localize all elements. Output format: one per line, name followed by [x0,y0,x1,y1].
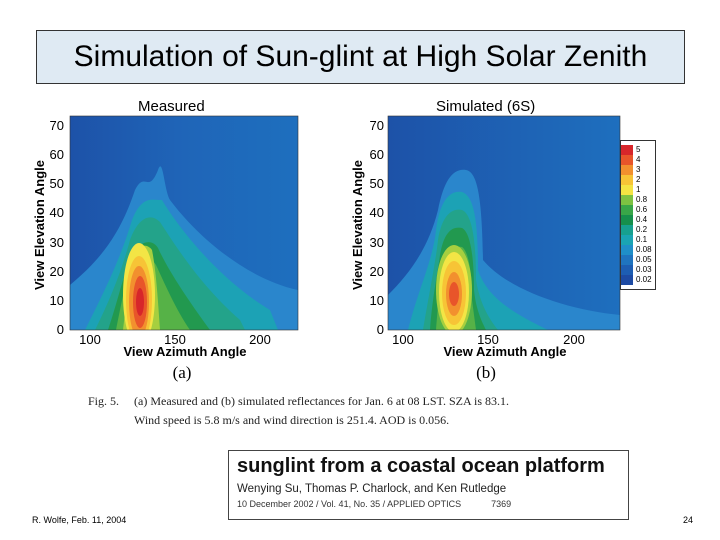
reference-publication: 10 December 2002 / Vol. 41, No. 35 / APP… [237,499,620,509]
y-tick-label: 70 [370,118,384,133]
colorbar-entry: 5 [621,145,655,155]
colorbar-entry: 0.6 [621,205,655,215]
panel-b-label: Simulated (6S) [436,98,536,115]
caption-line-2: Wind speed is 5.8 m/s and wind direction… [134,413,450,427]
reference-authors: Wenying Su, Thomas P. Charlock, and Ken … [237,483,507,495]
colorbar-swatch [621,175,633,185]
y-axis-title: View Elevation Angle [32,160,47,290]
y-tick-label: 40 [50,205,64,220]
colorbar-value: 0.6 [636,205,648,214]
colorbar-entry: 0.05 [621,255,655,265]
colorbar-entry: 0.2 [621,225,655,235]
panel-a-sublabel: (a) [173,363,192,382]
y-tick-label: 20 [50,264,64,279]
contour-4 [449,282,459,306]
y-tick-label: 30 [50,235,64,250]
y-tick-label: 70 [50,118,64,133]
x-tick-label: 150 [164,332,186,347]
panel-a-label: Measured [138,98,205,115]
caption-fig-number: Fig. 5. [88,394,120,408]
y-tick-label: 60 [370,147,384,162]
colorbar-swatch [621,275,633,285]
colorbar-entry: 1 [621,185,655,195]
colorbar-swatch [621,195,633,205]
reference-box: sunglint from a coastal ocean platform W… [228,450,629,520]
x-axis-title: View Azimuth Angle [443,344,566,359]
caption-line-1: (a) Measured and (b) simulated reflectan… [134,394,509,408]
colorbar-value: 1 [636,185,641,194]
colorbar-value: 0.05 [636,255,652,264]
footer-author-date: R. Wolfe, Feb. 11, 2004 [32,515,127,525]
reference-title: sunglint from a coastal ocean platform [237,455,605,477]
y-tick-label: 60 [50,147,64,162]
colorbar-swatch [621,235,633,245]
colorbar-value: 0.8 [636,195,648,204]
colorbar-swatch [621,245,633,255]
colorbar-swatch [621,255,633,265]
colorbar-value: 0.08 [636,245,652,254]
colorbar-swatch [621,165,633,175]
slide-title: Simulation of Sun-glint at High Solar Ze… [73,40,648,73]
colorbar-value: 0.02 [636,275,652,284]
y-tick-label: 40 [370,205,384,220]
colorbar-entry: 4 [621,155,655,165]
y-tick-label: 0 [377,322,384,337]
colorbar-legend: 5 4 3 2 1 0.8 0.6 0.4 0.2 0.1 0.08 0.05 0.03 0.02 [620,140,656,290]
simulated-contour-plot: 0 10 20 30 40 50 60 70 100 150 200 View … [350,115,621,382]
colorbar-entry: 0.4 [621,215,655,225]
y-tick-label: 10 [370,293,384,308]
y-tick-label: 30 [370,235,384,250]
x-tick-label: 100 [392,332,414,347]
colorbar-value: 0.1 [636,235,648,244]
colorbar-swatch [621,215,633,225]
x-axis-title: View Azimuth Angle [123,344,246,359]
reference-journal: 10 December 2002 / Vol. 41, No. 35 / APP… [237,499,462,509]
x-tick-label: 100 [79,332,101,347]
contour-5 [136,288,144,316]
figure-caption: Fig. 5. (a) Measured and (b) simulated re… [88,392,648,430]
colorbar-entry: 0.03 [621,265,655,275]
colorbar-value: 3 [636,165,641,174]
x-tick-label: 200 [249,332,271,347]
colorbar-value: 0.03 [636,265,652,274]
y-tick-label: 10 [50,293,64,308]
colorbar-value: 5 [636,145,641,154]
page-number: 24 [683,515,694,525]
y-tick-label: 50 [50,176,64,191]
panel-b-sublabel: (b) [476,363,496,382]
colorbar-value: 0.4 [636,215,648,224]
y-tick-label: 20 [370,264,384,279]
y-tick-label: 0 [57,322,64,337]
measured-contour-plot: 0 10 20 30 40 50 60 70 100 150 200 View … [32,115,299,382]
colorbar-swatch [621,265,633,275]
reference-page: 7369 [491,499,512,509]
colorbar-swatch [621,205,633,215]
x-tick-label: 150 [477,332,499,347]
colorbar-entry: 0.1 [621,235,655,245]
colorbar-swatch [621,225,633,235]
colorbar-entry: 0.8 [621,195,655,205]
colorbar-entry: 0.08 [621,245,655,255]
colorbar-value: 0.2 [636,225,648,234]
slide-title-box: Simulation of Sun-glint at High Solar Ze… [36,30,685,84]
colorbar-value: 2 [636,175,641,184]
colorbar-entry: 3 [621,165,655,175]
colorbar-swatch [621,155,633,165]
x-tick-label: 200 [563,332,585,347]
y-axis-title: View Elevation Angle [350,160,365,290]
y-tick-label: 50 [370,176,384,191]
colorbar-swatch [621,185,633,195]
colorbar-swatch [621,145,633,155]
colorbar-entry: 0.02 [621,275,655,285]
colorbar-entry: 2 [621,175,655,185]
colorbar-value: 4 [636,155,641,164]
